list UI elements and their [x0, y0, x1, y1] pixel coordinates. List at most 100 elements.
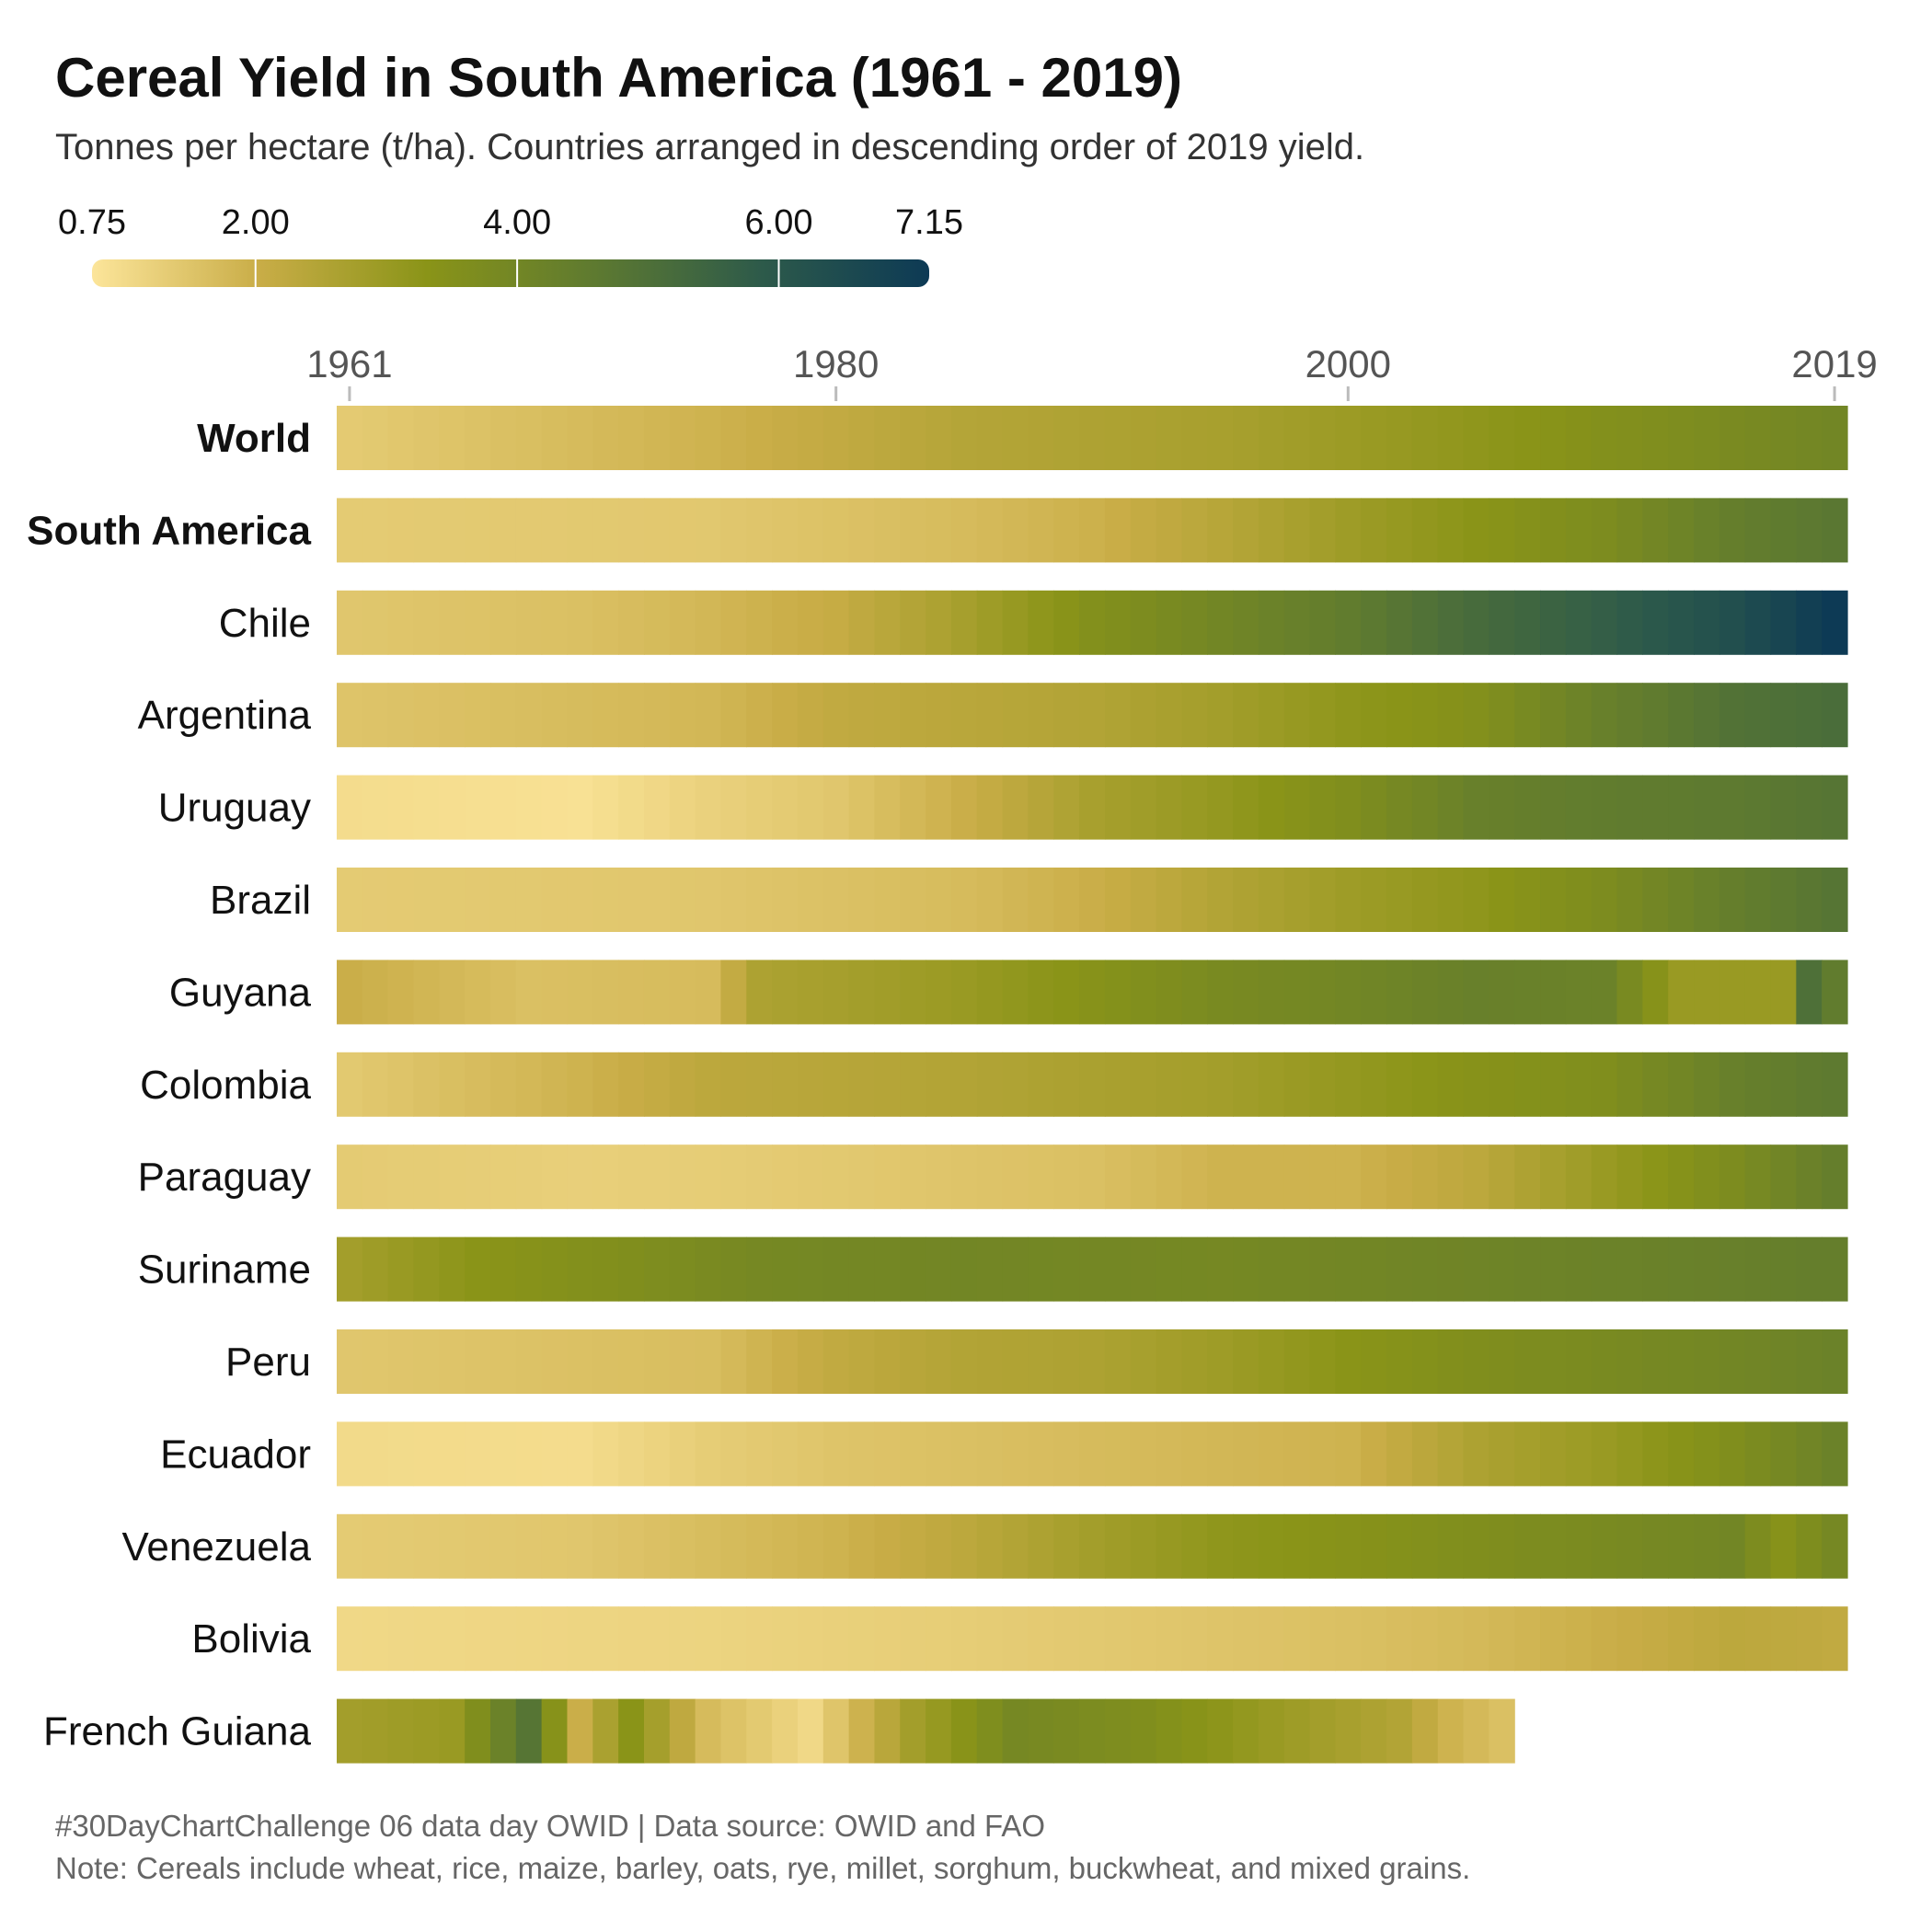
- heatmap-cell: [1796, 683, 1823, 748]
- heatmap-cell: [1181, 406, 1208, 470]
- heatmap-cell: [1489, 590, 1515, 655]
- heatmap-cell: [1591, 960, 1618, 1025]
- heatmap-cell: [1002, 1236, 1029, 1302]
- heatmap-cell: [746, 1513, 773, 1579]
- row-label: Colombia: [140, 1063, 311, 1108]
- heatmap-cell: [541, 1421, 569, 1487]
- heatmap-cell: [1104, 1606, 1132, 1672]
- heatmap-cell: [797, 498, 824, 563]
- heatmap-cell: [1130, 1606, 1157, 1672]
- heatmap-cell: [874, 868, 901, 932]
- heatmap-cell: [1437, 960, 1465, 1025]
- heatmap-cell: [1283, 590, 1311, 655]
- heatmap-cell: [950, 1236, 978, 1302]
- heatmap-row: World: [197, 406, 1848, 470]
- heatmap-cell: [1181, 1698, 1208, 1764]
- heatmap-cell: [1156, 1329, 1183, 1394]
- heatmap-cell: [1744, 868, 1772, 932]
- heatmap-cell: [541, 1698, 569, 1764]
- heatmap-cell: [643, 590, 671, 655]
- heatmap-cell: [1437, 498, 1465, 563]
- heatmap-cell: [618, 1606, 645, 1672]
- heatmap-cell: [1283, 1513, 1311, 1579]
- heatmap-cell: [1822, 1144, 1848, 1210]
- heatmap-row: Argentina: [138, 683, 1848, 748]
- heatmap-cell: [1053, 1236, 1080, 1302]
- heatmap-cell: [1361, 498, 1387, 563]
- heatmap-cell: [1514, 1052, 1541, 1117]
- heatmap-cell: [669, 1144, 696, 1210]
- heatmap-cell: [1565, 1421, 1593, 1487]
- heatmap-cell: [1770, 1052, 1797, 1117]
- heatmap-cell: [515, 1144, 543, 1210]
- heatmap-cell: [926, 1329, 952, 1394]
- heatmap-cell: [465, 1421, 491, 1487]
- heatmap-cell: [695, 498, 722, 563]
- heatmap-cell: [618, 868, 645, 932]
- heatmap-cell: [1591, 1144, 1618, 1210]
- heatmap-cell: [1540, 868, 1567, 932]
- heatmap-cell: [1770, 1421, 1797, 1487]
- heatmap-cell: [1591, 406, 1618, 470]
- heatmap-cell: [1104, 1236, 1132, 1302]
- heatmap-cell: [1361, 683, 1387, 748]
- heatmap-cell: [1616, 590, 1643, 655]
- heatmap-cell: [618, 590, 645, 655]
- heatmap-cell: [1207, 590, 1234, 655]
- row-label: Bolivia: [191, 1616, 311, 1662]
- heatmap-cell: [900, 1052, 926, 1117]
- heatmap-cell: [1744, 1421, 1772, 1487]
- heatmap-cell: [362, 775, 389, 840]
- heatmap-cell: [1642, 1329, 1669, 1394]
- heatmap-cell: [1437, 1052, 1465, 1117]
- heatmap-cell: [1002, 1329, 1029, 1394]
- legend-tick-label: 6.00: [745, 203, 813, 242]
- heatmap-cell: [1130, 960, 1157, 1025]
- heatmap-cell: [1181, 1144, 1208, 1210]
- heatmap-cell: [515, 1698, 543, 1764]
- heatmap-cell: [387, 406, 415, 470]
- heatmap-cell: [1463, 868, 1489, 932]
- heatmap-cell: [1386, 1698, 1413, 1764]
- heatmap-cell: [1437, 868, 1465, 932]
- heatmap-cell: [1796, 1513, 1823, 1579]
- heatmap-cell: [465, 498, 491, 563]
- heatmap-cell: [1565, 775, 1593, 840]
- heatmap-cell: [592, 406, 619, 470]
- heatmap-cell: [567, 960, 593, 1025]
- heatmap-cell: [1079, 1144, 1106, 1210]
- heatmap-cell: [1053, 1698, 1080, 1764]
- heatmap-cell: [848, 1513, 876, 1579]
- heatmap-cell: [1386, 498, 1413, 563]
- heatmap-cell: [720, 1052, 747, 1117]
- heatmap-cell: [439, 868, 466, 932]
- heatmap-cell: [618, 775, 645, 840]
- heatmap-cell: [976, 1698, 1004, 1764]
- heatmap-row: Suriname: [138, 1236, 1848, 1302]
- heatmap-cell: [1181, 1052, 1208, 1117]
- heatmap-cell: [746, 1236, 773, 1302]
- heatmap-cell: [1437, 1144, 1465, 1210]
- row-label: Uruguay: [158, 786, 311, 831]
- heatmap-cell: [413, 1513, 440, 1579]
- heatmap-cell: [337, 1052, 363, 1117]
- heatmap-cell: [1514, 1606, 1541, 1672]
- heatmap-cell: [1181, 1329, 1208, 1394]
- heatmap-cell: [669, 1052, 696, 1117]
- heatmap-cell: [1233, 1236, 1259, 1302]
- heatmap-cell: [592, 1236, 619, 1302]
- heatmap-cell: [1744, 406, 1772, 470]
- heatmap-cell: [1079, 1329, 1106, 1394]
- heatmap-cell: [362, 1236, 389, 1302]
- heatmap-cell: [695, 775, 722, 840]
- heatmap-cell: [1386, 683, 1413, 748]
- heatmap-cell: [1796, 1421, 1823, 1487]
- heatmap-cell: [1053, 1513, 1080, 1579]
- heatmap-cell: [1694, 960, 1720, 1025]
- heatmap-cell: [1283, 868, 1311, 932]
- heatmap-cell: [1181, 775, 1208, 840]
- heatmap-cell: [387, 498, 415, 563]
- heatmap-cell: [1361, 1606, 1387, 1672]
- x-tick-label: 2000: [1305, 342, 1391, 385]
- heatmap-cell: [1514, 775, 1541, 840]
